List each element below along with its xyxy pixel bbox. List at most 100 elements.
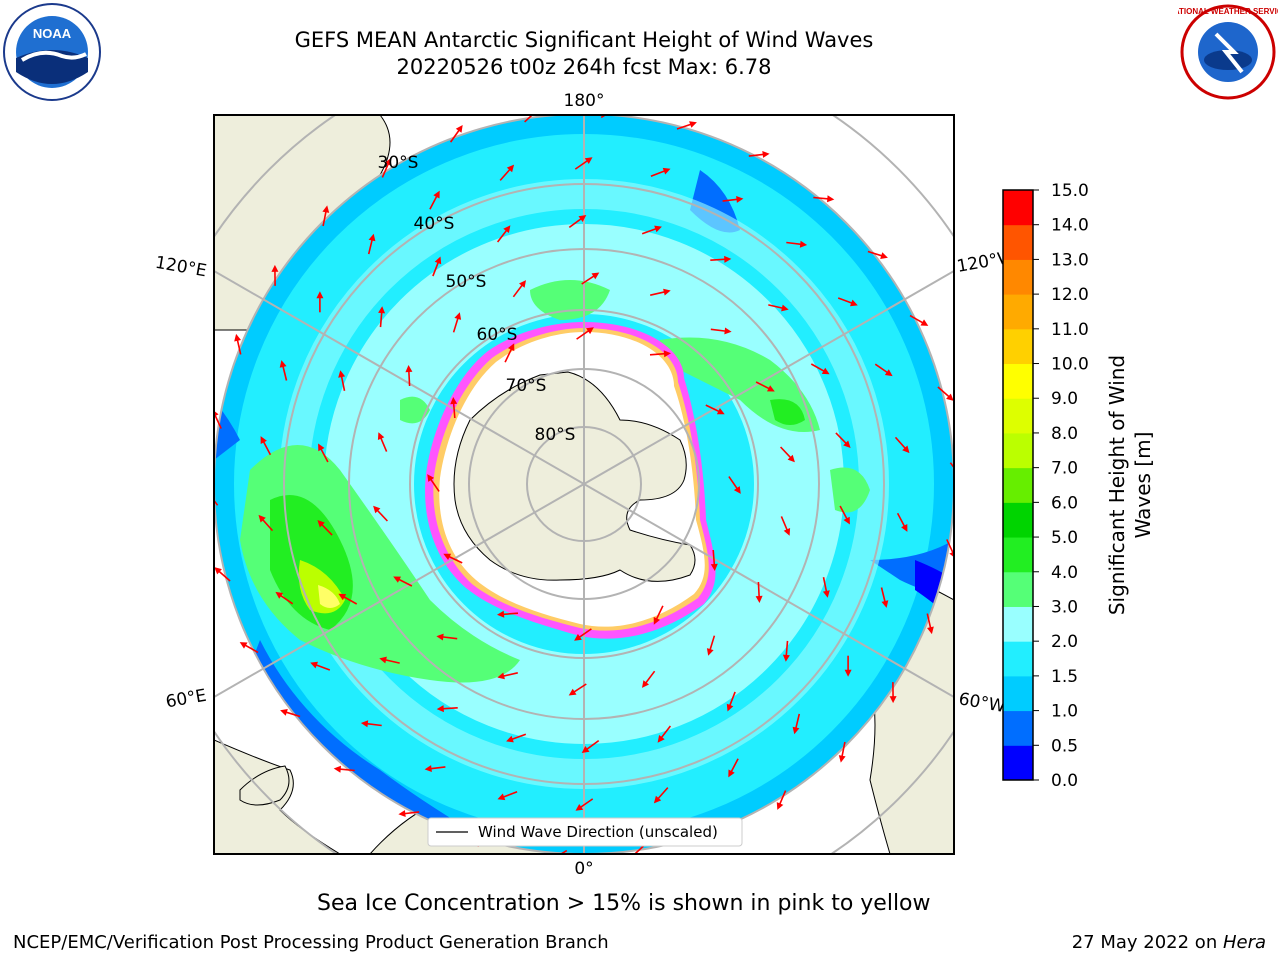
wave-direction-arrowhead	[662, 167, 671, 175]
lat-lon-grid	[214, 115, 954, 854]
colorbar-frame	[1002, 189, 1034, 781]
wave-direction-arrowhead	[280, 709, 288, 716]
wave-direction-arrowhead	[946, 393, 954, 401]
chart-title: GEFS MEAN Antarctic Significant Height o…	[294, 28, 874, 52]
wave-direction-arrowhead	[581, 746, 590, 753]
wave-direction-arrowhead	[239, 642, 248, 649]
colorbar-tick-label: 10.0	[1051, 355, 1089, 375]
wave-direction-arrowhead	[689, 121, 697, 128]
colorbar-tick-label: 7.0	[1051, 459, 1078, 479]
wave-direction-arrowhead	[503, 225, 511, 233]
wave-direction-arrowhead	[508, 343, 515, 352]
legend-label: Wind Wave Direction (unscaled)	[478, 823, 718, 841]
colorbar-tick-label: 2.0	[1051, 632, 1078, 652]
colorbar-segment	[1003, 537, 1033, 573]
wave-direction-arrowhead	[506, 164, 515, 173]
wave-direction-arrowhead	[398, 810, 406, 817]
wave-direction-arrowhead	[755, 595, 763, 603]
wave-direction-arrowhead	[716, 408, 725, 415]
wave-direction-arrowhead	[653, 616, 660, 625]
wave-direction-arrowhead	[654, 225, 662, 233]
wave-direction-arrowhead	[781, 304, 789, 312]
wave-direction-arrowhead	[379, 656, 387, 664]
colorbar-tick-label: 1.0	[1051, 702, 1078, 722]
sea-ice-footnote: Sea Ice Concentration > 15% is shown in …	[317, 891, 931, 916]
wave-direction-arrowhead	[657, 735, 665, 743]
nws-logo-text: NATIONAL WEATHER SERVICE	[1178, 7, 1278, 16]
wave-direction-arrowhead	[591, 272, 600, 280]
wave-direction-arrowhead	[574, 633, 582, 641]
wave-direction-arrowhead	[586, 327, 594, 335]
colorbar-segment	[1003, 328, 1033, 365]
wave-direction-arrowhead	[927, 626, 934, 635]
colorbar-segment	[1003, 467, 1033, 503]
wave-direction-arrowhead	[454, 312, 462, 320]
wave-direction-arrowhead	[726, 703, 734, 712]
wave-direction-arrowhead	[575, 804, 584, 811]
wave-direction-arrowhead	[642, 680, 649, 688]
lat-label-40s: 40°S	[414, 214, 455, 234]
colorbar-segment	[1003, 675, 1033, 712]
wave-direction-arrowhead	[338, 593, 347, 601]
lon-label-60e: 60°E	[164, 686, 208, 713]
wave-direction-arrowhead	[844, 669, 852, 677]
colorbar-label-line2: Waves [m]	[1131, 432, 1155, 539]
wave-direction-arrowhead	[776, 802, 784, 810]
colorbar-segment	[1003, 259, 1033, 295]
wave-direction-arrowhead	[949, 551, 954, 558]
colorbar-tick-label: 12.0	[1051, 285, 1089, 305]
wave-direction-arrowhead	[310, 661, 318, 669]
wave-direction-arrowhead	[578, 215, 587, 222]
lat-label-70s: 70°S	[506, 376, 547, 396]
colorbar-tick-label: 13.0	[1051, 250, 1089, 270]
wave-direction-arrowhead	[214, 567, 222, 575]
wave-direction-arrowhead	[497, 610, 505, 618]
wave-direction-arrowhead	[322, 205, 330, 213]
wave-direction-arrowhead	[549, 855, 557, 862]
wave-direction-arrowhead	[843, 516, 850, 525]
wave-direction-arrowhead	[368, 233, 376, 242]
wave-direction-arrowhead	[733, 486, 741, 494]
wave-direction-arrowhead	[724, 327, 732, 335]
wave-direction-arrowhead	[279, 360, 287, 368]
madagascar-land	[239, 765, 290, 806]
wave-direction-arrowhead	[782, 654, 790, 662]
wave-direction-arrowhead	[767, 385, 775, 392]
lon-label-60w: 60°W	[957, 689, 1007, 717]
run-date-credit: 27 May 2022 on Hera	[1072, 932, 1266, 953]
wave-direction-arrowhead	[497, 672, 505, 680]
lat-label-50s: 50°S	[446, 272, 487, 292]
wave-direction-arrowhead	[880, 252, 888, 259]
wave-direction-arrowhead	[663, 288, 671, 296]
wave-direction-arrowhead	[433, 190, 440, 199]
wave-direction-arrowhead	[436, 633, 444, 641]
wave-direction-arrowhead	[214, 410, 219, 417]
wave-direction-arrowhead	[584, 157, 593, 164]
wave-direction-arrowhead	[275, 591, 284, 599]
wave-direction-arrowhead	[519, 280, 526, 288]
wave-direction-arrowhead	[902, 445, 910, 454]
wave-direction-arrowhead	[373, 505, 381, 514]
wave-direction-arrowhead	[799, 240, 808, 248]
colorbar-tick-label: 9.0	[1051, 389, 1078, 409]
colorbar-segment	[1003, 398, 1033, 434]
wave-direction-arrowhead	[455, 125, 463, 133]
wave-direction-arrowhead	[260, 436, 267, 444]
noaa-logo: NOAA	[3, 3, 101, 101]
colorbar-tick-label: 4.0	[1051, 563, 1078, 583]
wave-direction-arrow	[214, 499, 219, 506]
colorbar-segment	[1003, 432, 1033, 469]
wave-direction-arrowhead	[258, 514, 266, 523]
lon-label-120e: 120°E	[154, 253, 208, 282]
colorbar-segment	[1003, 294, 1033, 330]
wave-direction-arrowhead	[271, 264, 279, 272]
wave-direction-arrow	[559, 849, 568, 854]
wave-direction-arrowhead	[497, 793, 506, 801]
wave-direction-arrowhead	[424, 765, 432, 772]
colorbar-segment	[1003, 710, 1033, 746]
colorbar-tick-label: 8.0	[1051, 424, 1078, 444]
colorbar-segment	[1003, 190, 1033, 226]
colorbar-tick-label: 0.0	[1051, 771, 1078, 791]
colorbar-tick-label: 3.0	[1051, 597, 1078, 617]
colorbar-segment	[1003, 502, 1033, 538]
